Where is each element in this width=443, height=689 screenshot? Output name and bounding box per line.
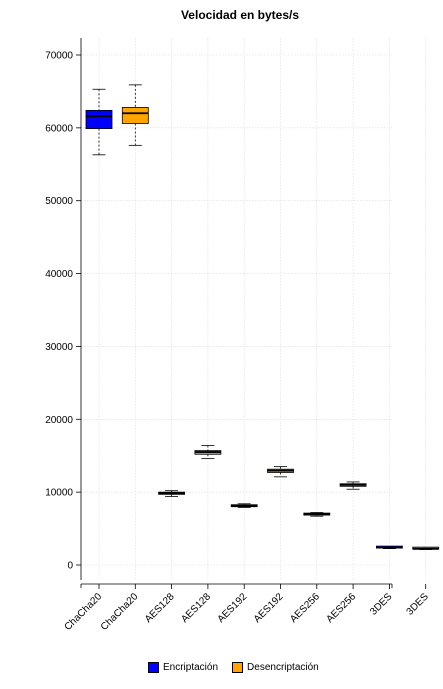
box-chacha20-encriptacion — [85, 88, 113, 156]
y-tick-label: 20000 — [45, 415, 73, 426]
box-aes256-desencriptacion — [339, 481, 367, 490]
y-tick-label: 50000 — [45, 196, 73, 207]
x-tick-label: AES192 — [216, 591, 250, 625]
x-tick-label: AES192 — [252, 591, 286, 625]
x-tick-label: AES256 — [324, 591, 358, 625]
legend-swatch-desencriptacion — [232, 662, 244, 673]
boxes — [85, 84, 440, 550]
y-tick-label: 0 — [67, 561, 73, 572]
legend-item-encriptacion: Encriptación — [148, 662, 218, 673]
legend-label-desencriptacion: Desencriptación — [247, 662, 319, 673]
box-aes128-encriptacion — [158, 490, 186, 497]
box-3des-encriptacion — [375, 545, 403, 550]
legend: Encriptación Desencriptación — [148, 662, 333, 673]
legend-item-desencriptacion: Desencriptación — [232, 662, 319, 673]
box-chacha20-desencriptacion — [121, 84, 149, 146]
box-aes192-desencriptacion — [267, 466, 294, 478]
x-tick-label: ChaCha20 — [99, 591, 141, 633]
legend-swatch-encriptacion — [148, 662, 159, 673]
x-tick-label: 3DES — [368, 591, 394, 617]
box-iqr — [121, 107, 149, 124]
box-aes256-encriptacion — [303, 512, 331, 517]
chart-title: Velocidad en bytes/s — [181, 8, 299, 22]
y-tick-label: 40000 — [45, 269, 73, 280]
box-aes128-desencriptacion — [194, 445, 222, 460]
x-tick-label: ChaCha20 — [63, 591, 105, 633]
y-tick-label: 10000 — [45, 488, 73, 499]
box-3des-desencriptacion — [412, 546, 440, 550]
x-tick-label: AES256 — [288, 591, 322, 625]
y-tick-label: 30000 — [45, 342, 73, 353]
x-tick-label: AES128 — [179, 591, 213, 625]
y-tick-label: 70000 — [45, 51, 73, 62]
y-axis: 0 10000 20000 30000 40000 50000 60000 70000 — [45, 38, 82, 580]
y-tick-label: 60000 — [45, 123, 73, 134]
legend-label-encriptacion: Encriptación — [163, 662, 219, 673]
x-tick-label: 3DES — [405, 591, 431, 617]
box-iqr — [85, 109, 113, 129]
box-aes192-encriptacion — [230, 503, 258, 508]
x-tick-label: AES128 — [143, 591, 177, 625]
